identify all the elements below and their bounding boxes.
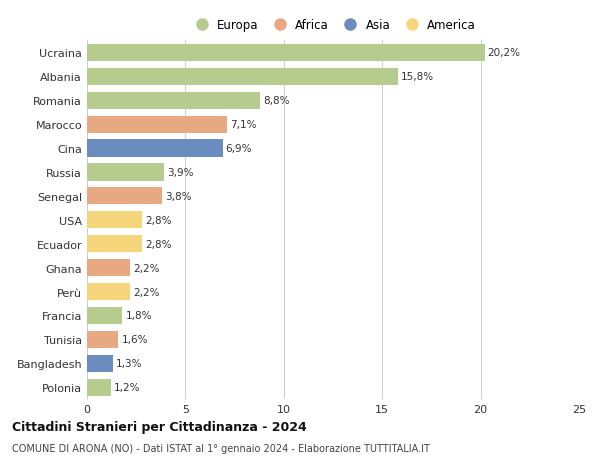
Text: 3,8%: 3,8% [165, 191, 191, 202]
Bar [87, 68, 398, 86]
Bar [87, 212, 142, 229]
Text: 8,8%: 8,8% [263, 96, 290, 106]
Bar [87, 140, 223, 157]
Text: 15,8%: 15,8% [401, 72, 434, 82]
Bar [87, 235, 142, 253]
Text: 2,8%: 2,8% [145, 239, 172, 249]
Text: 2,2%: 2,2% [133, 263, 160, 273]
Bar [87, 283, 130, 301]
Bar [87, 116, 227, 134]
Text: 1,3%: 1,3% [116, 358, 142, 369]
Text: Cittadini Stranieri per Cittadinanza - 2024: Cittadini Stranieri per Cittadinanza - 2… [12, 420, 307, 433]
Bar [87, 45, 485, 62]
Text: 20,2%: 20,2% [487, 48, 520, 58]
Text: COMUNE DI ARONA (NO) - Dati ISTAT al 1° gennaio 2024 - Elaborazione TUTTITALIA.I: COMUNE DI ARONA (NO) - Dati ISTAT al 1° … [12, 443, 430, 453]
Text: 2,2%: 2,2% [133, 287, 160, 297]
Text: 6,9%: 6,9% [226, 144, 252, 154]
Bar [87, 379, 110, 396]
Legend: Europa, Africa, Asia, America: Europa, Africa, Asia, America [190, 19, 476, 32]
Text: 7,1%: 7,1% [230, 120, 256, 130]
Text: 2,8%: 2,8% [145, 215, 172, 225]
Bar [87, 188, 162, 205]
Text: 3,9%: 3,9% [167, 168, 193, 178]
Bar [87, 164, 164, 181]
Bar [87, 331, 118, 348]
Bar [87, 355, 113, 372]
Bar [87, 259, 130, 277]
Text: 1,8%: 1,8% [125, 311, 152, 321]
Text: 1,6%: 1,6% [121, 335, 148, 345]
Text: 1,2%: 1,2% [113, 382, 140, 392]
Bar [87, 307, 122, 325]
Bar [87, 92, 260, 110]
